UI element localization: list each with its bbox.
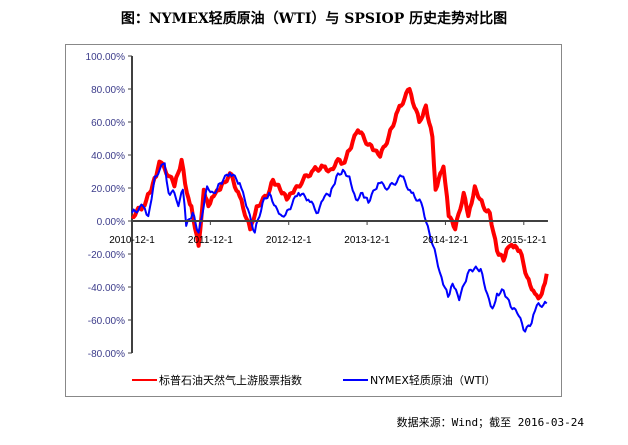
x-tick-label: 2011-12-1 — [188, 235, 233, 246]
x-tick-label: 2014-12-1 — [423, 235, 469, 246]
x-tick-label: 2010-12-1 — [109, 235, 155, 246]
y-tick-label: -60.00% — [88, 316, 125, 327]
legend-swatch-blue — [343, 379, 368, 381]
y-tick-label: -40.00% — [88, 283, 125, 294]
x-tick-label: 2013-12-1 — [344, 235, 390, 246]
x-tick-label: 2015-12-1 — [501, 235, 547, 246]
x-tick-label: 2012-12-1 — [266, 235, 312, 246]
legend-label: NYMEX轻质原油（WTI） — [370, 374, 496, 387]
y-tick-label: 100.00% — [86, 52, 126, 63]
y-tick-label: 0.00% — [97, 217, 125, 228]
chart-frame — [65, 44, 562, 397]
series-line-spsiop — [130, 87, 549, 301]
legend-swatch-red — [132, 379, 157, 381]
y-tick-label: 20.00% — [91, 184, 125, 195]
y-tick-label: 60.00% — [91, 118, 125, 129]
y-tick-label: -20.00% — [88, 250, 125, 261]
source-note: 数据来源：Wind；截至 2016-03-24 — [396, 416, 584, 429]
legend-item-wti: NYMEX轻质原油（WTI） — [343, 372, 496, 388]
y-tick-label: 40.00% — [91, 151, 125, 162]
y-tick-label: 80.00% — [91, 85, 125, 96]
series-line-wti — [131, 162, 548, 333]
chart-title: 图：NYMEX轻质原油（WTI）与 SPSIOP 历史走势对比图 — [120, 11, 508, 27]
legend-item-spsiop: 标普石油天然气上游股票指数 — [132, 372, 302, 388]
legend-label: 标普石油天然气上游股票指数 — [159, 374, 302, 387]
y-tick-label: -80.00% — [88, 349, 125, 360]
